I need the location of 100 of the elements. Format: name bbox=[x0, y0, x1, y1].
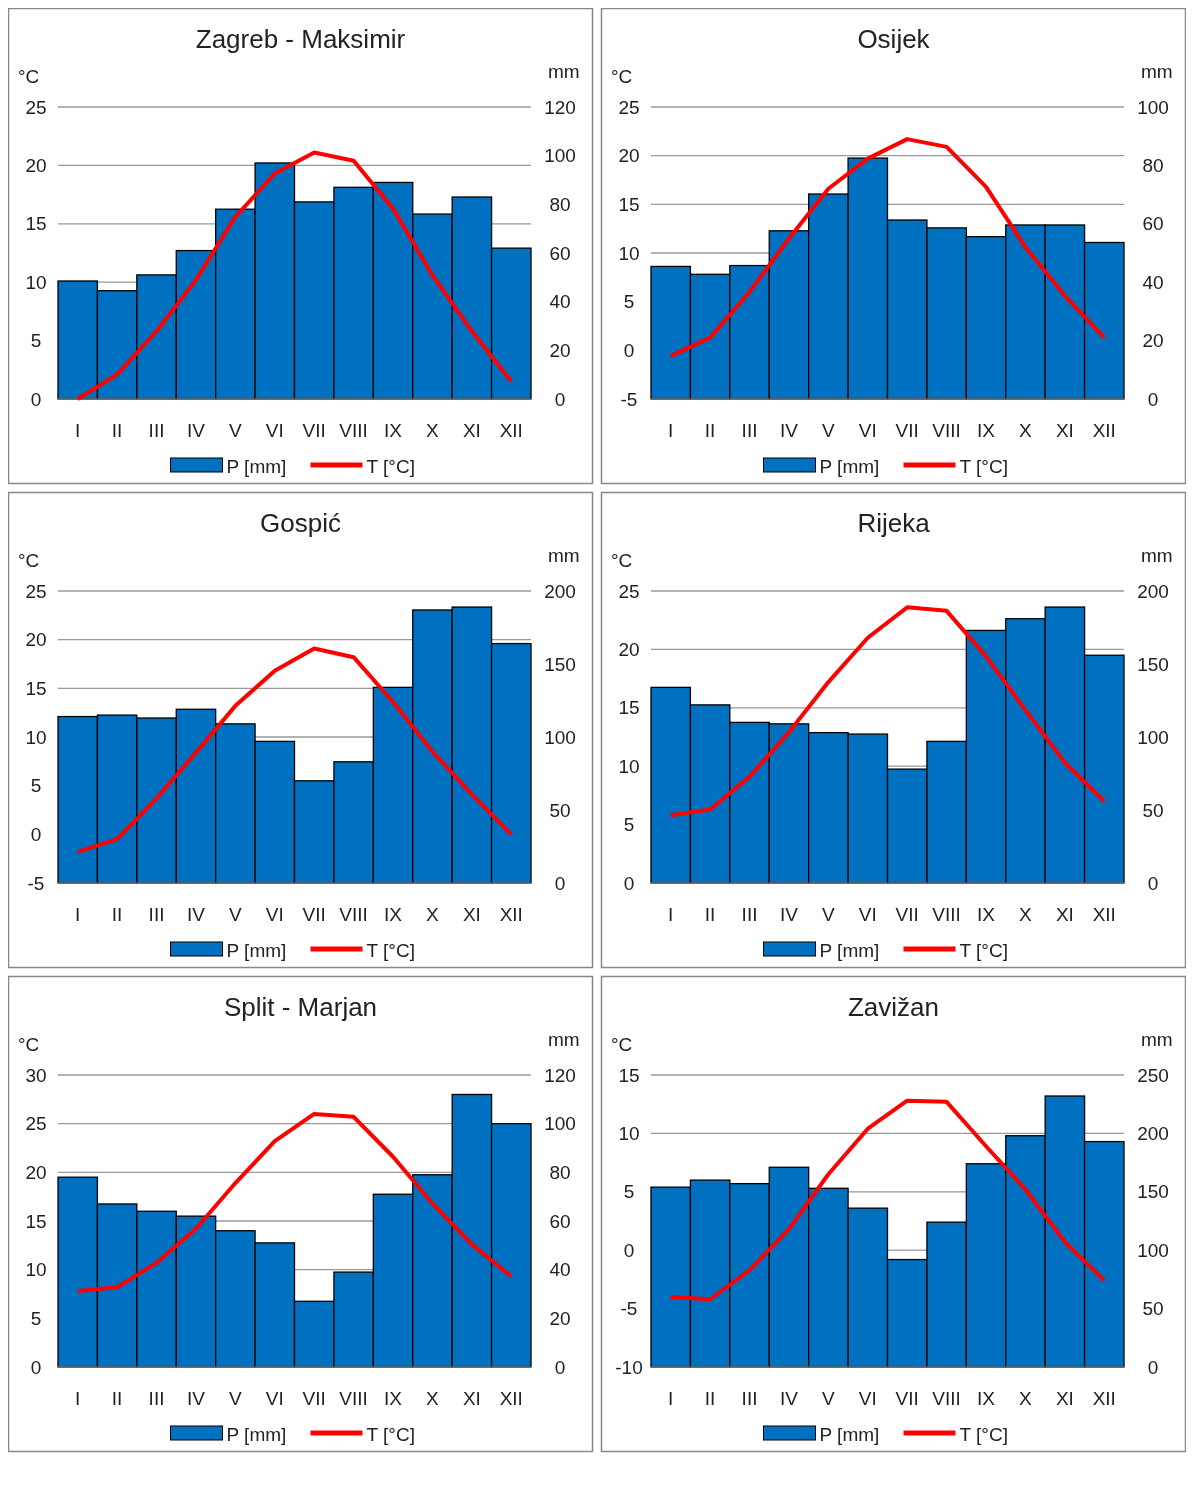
legend-label: P [mm] bbox=[226, 1423, 287, 1445]
legend-label: T [°C] bbox=[366, 455, 415, 477]
x-tick-label: XII bbox=[1092, 420, 1116, 441]
x-tick-label: VI bbox=[858, 904, 877, 925]
y-tick-label: -5 bbox=[620, 1298, 638, 1320]
x-tick-label: XI bbox=[1055, 904, 1074, 925]
y-tick-label: 25 bbox=[618, 580, 640, 602]
y2-tick-label: 50 bbox=[1142, 799, 1164, 821]
chart-title: Zagreb - Maksimir bbox=[195, 24, 406, 54]
x-tick-label: XII bbox=[1092, 904, 1116, 925]
y2-axis-title: mm bbox=[1141, 61, 1173, 82]
line-series bbox=[75, 646, 514, 854]
y-tick-label: 15 bbox=[618, 1064, 640, 1086]
y2-axis-title: mm bbox=[548, 1029, 580, 1050]
legend-label: T [°C] bbox=[366, 1423, 415, 1445]
x-tick-label: V bbox=[229, 904, 243, 925]
y-tick-label: 0 bbox=[623, 872, 635, 894]
y2-tick-label: 100 bbox=[1137, 726, 1169, 748]
y2-tick-label: 80 bbox=[549, 1161, 571, 1183]
x-tick-label: IV bbox=[186, 1388, 206, 1409]
y2-tick-label: 20 bbox=[1142, 330, 1164, 352]
x-tick-label: V bbox=[229, 420, 243, 441]
x-tick-label: II bbox=[111, 1388, 123, 1409]
y-tick-label: 5 bbox=[623, 814, 635, 836]
y-tick-label: 20 bbox=[25, 155, 47, 177]
x-tick-label: XI bbox=[1055, 420, 1074, 441]
y-axis-title: °C bbox=[18, 66, 40, 87]
x-tick-label: III bbox=[148, 420, 165, 441]
x-tick-label: II bbox=[111, 420, 123, 441]
y-axis-title: °C bbox=[18, 1034, 40, 1055]
legend-label: T [°C] bbox=[959, 455, 1008, 477]
line-series bbox=[668, 605, 1107, 818]
x-tick-label: XI bbox=[462, 1388, 481, 1409]
y2-tick-label: 80 bbox=[549, 193, 571, 215]
x-tick-label: IV bbox=[186, 420, 206, 441]
y2-axis-title: mm bbox=[548, 61, 580, 82]
x-tick-label: X bbox=[1019, 1388, 1033, 1409]
y-tick-label: 5 bbox=[623, 1181, 635, 1203]
y2-tick-label: 200 bbox=[1137, 1123, 1169, 1145]
legend-label: P [mm] bbox=[819, 455, 880, 477]
y-tick-label: -5 bbox=[620, 388, 638, 410]
y2-tick-label: 200 bbox=[1137, 580, 1169, 602]
y2-tick-label: 100 bbox=[544, 726, 576, 748]
y-tick-label: -10 bbox=[615, 1356, 643, 1378]
legend-label: P [mm] bbox=[819, 1423, 880, 1445]
y2-tick-label: 250 bbox=[1137, 1064, 1169, 1086]
x-tick-label: VI bbox=[858, 420, 877, 441]
x-tick-label: II bbox=[111, 904, 123, 925]
y2-tick-label: 100 bbox=[1137, 96, 1169, 118]
x-tick-label: VII bbox=[302, 904, 326, 925]
y2-tick-label: 60 bbox=[1142, 213, 1164, 235]
x-tick-label: VII bbox=[895, 1388, 919, 1409]
chart-title: Zavižan bbox=[847, 992, 940, 1022]
y-tick-label: 15 bbox=[25, 213, 47, 235]
x-tick-label: IX bbox=[384, 420, 403, 441]
chart-title: Rijeka bbox=[857, 508, 931, 538]
y2-axis-title: mm bbox=[1141, 1029, 1173, 1050]
x-tick-label: III bbox=[741, 420, 758, 441]
x-tick-label: IX bbox=[977, 1388, 996, 1409]
x-tick-label: VII bbox=[302, 1388, 326, 1409]
x-tick-label: II bbox=[704, 420, 716, 441]
y-tick-label: 5 bbox=[30, 330, 42, 352]
x-tick-label: VI bbox=[265, 904, 284, 925]
x-tick-label: IX bbox=[384, 904, 403, 925]
y-tick-label: 0 bbox=[30, 388, 42, 410]
y-tick-label: 10 bbox=[25, 1259, 47, 1281]
line-series bbox=[668, 137, 1107, 359]
y-tick-label: 20 bbox=[25, 629, 47, 651]
y2-tick-label: 150 bbox=[1137, 1181, 1169, 1203]
y-tick-label: 20 bbox=[618, 145, 640, 167]
x-tick-label: XI bbox=[462, 904, 481, 925]
legend-label: T [°C] bbox=[959, 1423, 1008, 1445]
legend-label: P [mm] bbox=[226, 939, 287, 961]
y-tick-label: 0 bbox=[30, 1356, 42, 1378]
y2-tick-label: 50 bbox=[1142, 1298, 1164, 1320]
y-tick-label: 20 bbox=[618, 639, 640, 661]
y2-tick-label: 0 bbox=[554, 388, 566, 410]
legend-label: T [°C] bbox=[366, 939, 415, 961]
x-tick-label: V bbox=[822, 904, 836, 925]
chart-title: Gospić bbox=[260, 508, 341, 538]
y2-tick-label: 80 bbox=[1142, 155, 1164, 177]
x-tick-label: X bbox=[426, 420, 440, 441]
y-tick-label: 30 bbox=[25, 1064, 47, 1086]
x-tick-label: XII bbox=[499, 420, 523, 441]
y2-tick-label: 100 bbox=[1137, 1239, 1169, 1261]
x-tick-label: I bbox=[668, 1388, 674, 1409]
x-tick-label: X bbox=[426, 904, 440, 925]
x-tick-label: I bbox=[668, 904, 674, 925]
y-tick-label: 10 bbox=[25, 726, 47, 748]
y-tick-label: 10 bbox=[618, 1123, 640, 1145]
y-tick-label: 25 bbox=[25, 580, 47, 602]
y2-tick-label: 0 bbox=[554, 872, 566, 894]
y2-tick-label: 0 bbox=[554, 1356, 566, 1378]
y-tick-label: 10 bbox=[618, 755, 640, 777]
y-tick-label: 10 bbox=[618, 242, 640, 264]
line-series bbox=[668, 1098, 1107, 1302]
x-tick-label: IV bbox=[779, 1388, 799, 1409]
y-tick-label: 25 bbox=[25, 1113, 47, 1135]
x-tick-label: VII bbox=[895, 420, 919, 441]
x-tick-label: II bbox=[704, 904, 716, 925]
